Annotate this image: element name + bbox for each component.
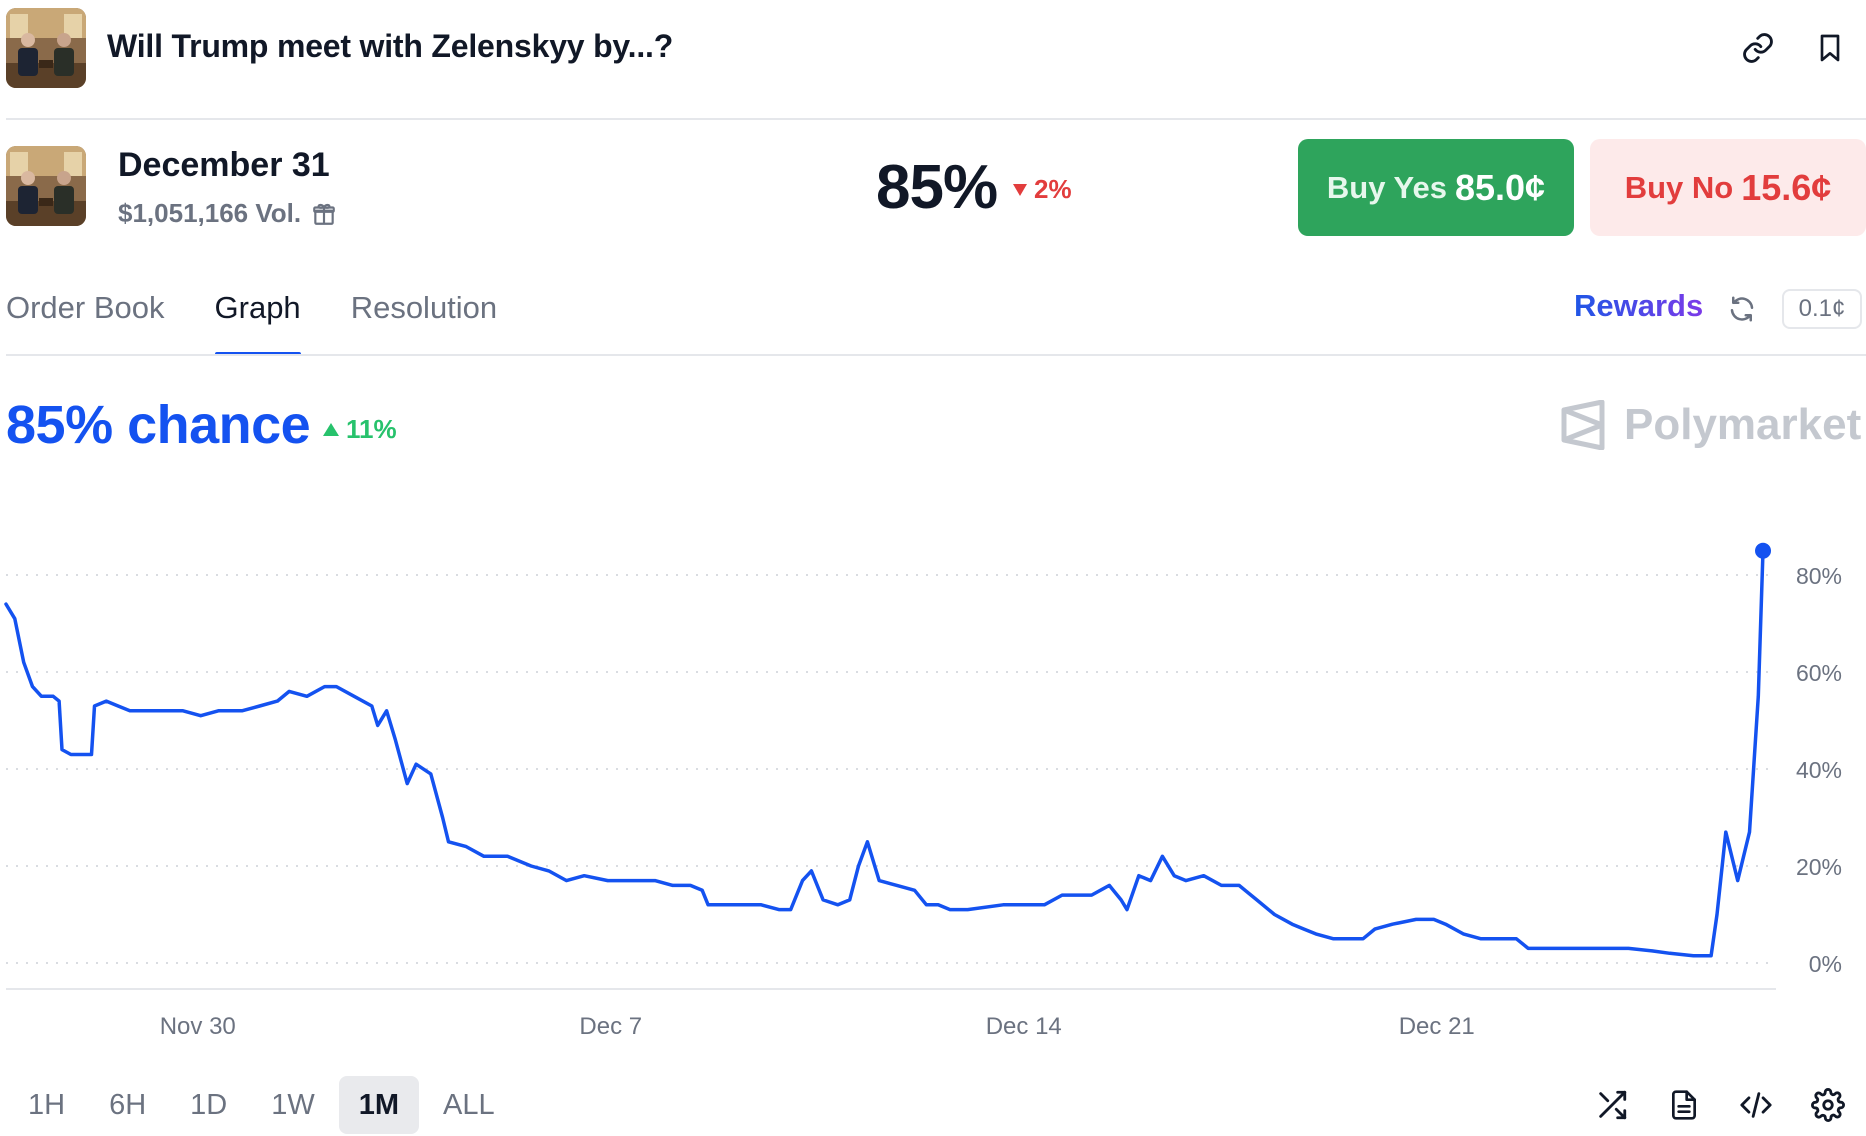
brand-watermark: Polymarket xyxy=(1560,400,1861,450)
tab-order-book[interactable]: Order Book xyxy=(6,290,165,325)
settings-button[interactable] xyxy=(1806,1083,1850,1127)
market-row: December 31 $1,051,166 Vol. 85% 2% xyxy=(0,130,1866,250)
chance-headline: 85% chance xyxy=(6,395,311,455)
document-button[interactable] xyxy=(1662,1083,1706,1127)
price-series-line xyxy=(4,549,1765,958)
triangle-up-icon xyxy=(323,423,339,436)
tab-graph[interactable]: Graph xyxy=(214,280,301,356)
link-icon xyxy=(1743,33,1773,63)
brand-name: Polymarket xyxy=(1624,400,1862,449)
market-change: 2% xyxy=(1012,174,1072,205)
range-6h[interactable]: 6H xyxy=(89,1076,166,1134)
market-volume: $1,051,166 Vol. xyxy=(118,198,302,228)
header-divider xyxy=(6,118,1866,120)
gear-icon xyxy=(1811,1088,1845,1122)
bookmark-icon xyxy=(1820,34,1840,62)
buy-yes-label: Buy Yes xyxy=(1326,169,1447,205)
event-thumbnail xyxy=(6,8,86,88)
buy-no-price: 15.6¢ xyxy=(1741,166,1832,208)
x-tick-label: Dec 14 xyxy=(986,1013,1062,1040)
market-probability: 85% xyxy=(876,153,998,222)
range-1m[interactable]: 1M xyxy=(338,1076,420,1134)
shuffle-button[interactable] xyxy=(1590,1083,1634,1127)
time-range-selector: 1H 6H 1D 1W 1M ALL xyxy=(8,1076,515,1134)
bookmark-button[interactable] xyxy=(1810,28,1850,68)
tab-resolution[interactable]: Resolution xyxy=(350,290,498,325)
market-name: December 31 xyxy=(118,146,330,184)
x-tick-label: Nov 30 xyxy=(160,1013,236,1040)
current-price-point[interactable] xyxy=(1755,542,1772,559)
code-icon xyxy=(1740,1092,1772,1118)
buy-yes-price: 85.0¢ xyxy=(1454,166,1546,208)
market-change-value: 2% xyxy=(1034,174,1072,204)
chance-change-value: 11% xyxy=(346,414,397,444)
range-all[interactable]: ALL xyxy=(423,1076,515,1134)
y-tick-label: 80% xyxy=(1796,563,1842,589)
range-1d[interactable]: 1D xyxy=(170,1076,247,1134)
price-chart[interactable]: 0% 20% 40% 60% 80% Nov 30 Dec 7 Dec 14 Dec 21 xyxy=(0,520,1866,1060)
chance-change: 11% xyxy=(322,414,397,445)
y-tick-label: 0% xyxy=(1809,951,1842,977)
event-title: Will Trump meet with Zelenskyy by...? xyxy=(107,28,674,64)
shuffle-icon xyxy=(1599,1090,1627,1120)
tick-size-badge[interactable]: 0.1¢ xyxy=(1782,289,1862,329)
x-tick-label: Dec 21 xyxy=(1399,1013,1475,1040)
refresh-icon xyxy=(1730,296,1754,322)
y-tick-label: 20% xyxy=(1796,854,1842,880)
gift-icon[interactable] xyxy=(311,201,337,227)
buy-no-button[interactable]: Buy No 15.6¢ xyxy=(1590,139,1866,236)
buy-no-label: Buy No xyxy=(1624,169,1734,205)
x-tick-label: Dec 7 xyxy=(579,1013,642,1040)
y-tick-label: 60% xyxy=(1796,660,1842,686)
buy-yes-button[interactable]: Buy Yes 85.0¢ xyxy=(1298,139,1574,236)
document-icon xyxy=(1672,1090,1696,1120)
market-volume-row: $1,051,166 Vol. xyxy=(118,198,337,229)
refresh-button[interactable] xyxy=(1722,289,1762,329)
triangle-down-icon xyxy=(1013,183,1027,196)
polymarket-logo-icon xyxy=(1561,400,1605,450)
rewards-link[interactable]: Rewards xyxy=(1574,288,1704,323)
tabs-divider xyxy=(6,354,1866,356)
copy-link-button[interactable] xyxy=(1738,28,1778,68)
market-thumbnail xyxy=(6,146,86,226)
event-header: Will Trump meet with Zelenskyy by...? xyxy=(0,0,1866,120)
y-tick-label: 40% xyxy=(1796,757,1842,783)
embed-button[interactable] xyxy=(1734,1083,1778,1127)
range-1w[interactable]: 1W xyxy=(251,1076,335,1134)
market-tabs: Order Book Graph Resolution xyxy=(6,280,547,356)
range-1h[interactable]: 1H xyxy=(8,1076,85,1134)
